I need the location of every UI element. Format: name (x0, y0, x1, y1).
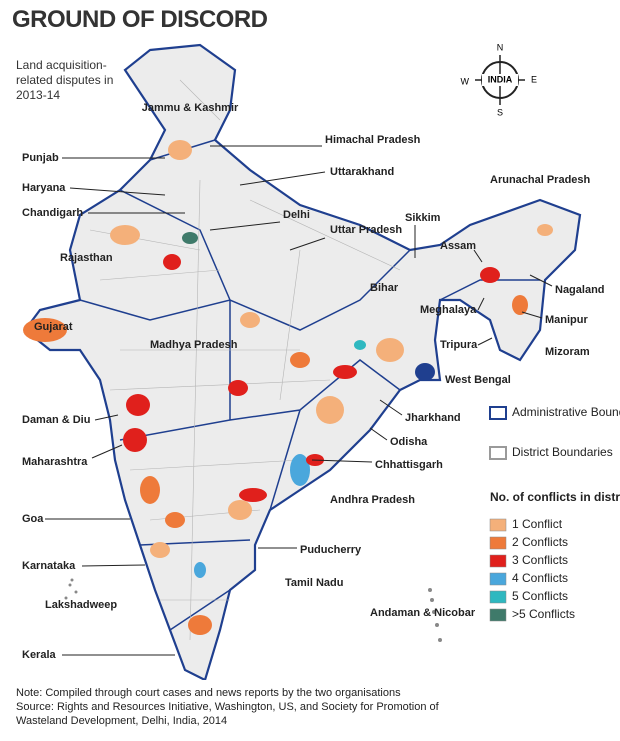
conflict-districts (23, 140, 553, 635)
leader-line (369, 427, 388, 441)
legend-swatch (489, 446, 507, 460)
leader-line (477, 337, 493, 346)
compass-center: INDIA (488, 74, 513, 84)
state-label: Goa (22, 513, 44, 525)
leader-line (69, 187, 166, 196)
legend-label: 5 Conflicts (512, 589, 568, 603)
state-label: Uttar Pradesh (330, 224, 402, 236)
state-label: Punjab (22, 152, 59, 164)
state-label: Andhra Pradesh (330, 494, 415, 506)
state-label: Nagaland (555, 284, 605, 296)
leader-line (379, 399, 403, 416)
district-boundaries (89, 79, 401, 641)
title: GROUND OF DISCORD (12, 6, 268, 33)
legend-swatch (489, 608, 507, 622)
leader-line (94, 414, 119, 421)
legend-label: 2 Conflicts (512, 535, 568, 549)
state-label: Jammu & Kashmir (142, 102, 239, 114)
state-label: Uttarakhand (330, 166, 394, 178)
leader-line (311, 459, 373, 463)
leader-line (239, 171, 326, 186)
map: INDIA N E S W Jammu & Kashmir Himachal Pr… (22, 42, 620, 680)
compass-n: N (497, 42, 504, 52)
state-label: Meghalaya (420, 304, 477, 316)
state-label: Bihar (370, 282, 399, 294)
leader-line (91, 444, 123, 459)
state-label: Jharkhand (405, 412, 461, 424)
legend-label: Administrative Boundaries (512, 405, 620, 419)
state-label: Tripura (440, 339, 478, 351)
leader-line (209, 221, 281, 231)
state-label: Haryana (22, 182, 66, 194)
state-label: Maharashtra (22, 456, 88, 468)
leader-line (81, 564, 146, 567)
leader-line (289, 237, 326, 251)
state-label: Karnataka (22, 560, 76, 572)
state-label: Lakshadweep (45, 599, 117, 611)
compass-e: E (531, 74, 537, 84)
legend-label: 3 Conflicts (512, 553, 568, 567)
state-label: Daman & Diu (22, 414, 90, 426)
compass: INDIA N E S W (461, 42, 538, 117)
state-label: Manipur (545, 314, 588, 326)
state-label: Kerala (22, 649, 57, 661)
legend-swatch (489, 554, 507, 568)
note: Note: Compiled through court cases and n… (16, 687, 401, 699)
state-label: Gujarat (34, 321, 73, 333)
state-label: Sikkim (405, 212, 441, 224)
state-label: Assam (440, 240, 476, 252)
state-label: Arunachal Pradesh (490, 174, 591, 186)
compass-s: S (497, 107, 503, 117)
legend-label: 1 Conflict (512, 517, 563, 531)
legend-label: 4 Conflicts (512, 571, 568, 585)
state-label: Andaman & Nicobar (370, 607, 476, 619)
state-label: Delhi (283, 209, 310, 221)
state-label: Puducherry (300, 544, 362, 556)
leader-line (477, 297, 485, 311)
state-label: Tamil Nadu (285, 577, 343, 589)
legend-label: >5 Conflicts (512, 607, 575, 621)
islands (64, 578, 442, 642)
legend-title: No. of conflicts in districts (490, 490, 620, 504)
legend-label: District Boundaries (512, 445, 613, 459)
state-label: Himachal Pradesh (325, 134, 421, 146)
legend-swatch (489, 536, 507, 550)
state-label: Rajasthan (60, 252, 113, 264)
leader-line (521, 311, 543, 319)
state-label: Chhattisgarh (375, 459, 443, 471)
legend-swatch (489, 572, 507, 586)
state-label: Mizoram (545, 346, 590, 358)
state-label: Odisha (390, 436, 428, 448)
leader-line (473, 249, 483, 263)
legend-swatch (489, 518, 507, 532)
legend-swatch (489, 406, 507, 420)
state-label: Chandigarh (22, 207, 83, 219)
leader-line (529, 274, 553, 287)
footer: Note: Compiled through court cases and n… (16, 686, 486, 728)
legend-swatch (489, 590, 507, 604)
compass-w: W (461, 76, 470, 86)
subtitle: Land acquisition-related disputes in 201… (16, 58, 114, 102)
state-label: Madhya Pradesh (150, 339, 238, 351)
source: Source: Rights and Resources Initiative,… (16, 701, 439, 727)
state-label: West Bengal (445, 374, 511, 386)
